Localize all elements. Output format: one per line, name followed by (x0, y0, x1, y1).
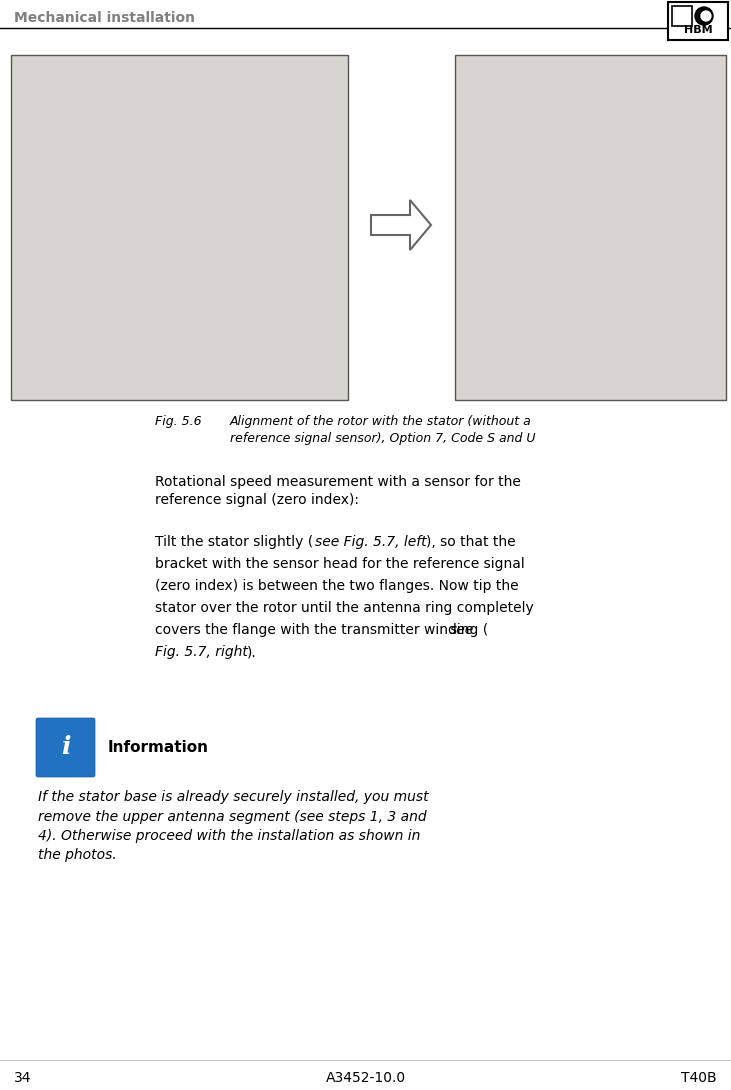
Text: bracket with the sensor head for the reference signal: bracket with the sensor head for the ref… (155, 557, 525, 571)
Polygon shape (371, 199, 431, 250)
Text: i: i (61, 736, 70, 760)
Text: Rotational speed measurement with a sensor for the
reference signal (zero index): Rotational speed measurement with a sens… (155, 475, 521, 508)
Bar (455, 54, 726, 400)
Text: 34: 34 (14, 1071, 31, 1085)
Text: Mechanical installation: Mechanical installation (14, 11, 195, 25)
Text: stator over the rotor until the antenna ring completely: stator over the rotor until the antenna … (155, 601, 534, 615)
Bar (11, 54, 348, 400)
Text: Alignment of the rotor with the stator (without a
reference signal sensor), Opti: Alignment of the rotor with the stator (… (230, 415, 536, 445)
Text: see Fig. 5.7, left: see Fig. 5.7, left (315, 535, 426, 549)
Circle shape (695, 7, 713, 25)
Text: Tilt the stator slightly (: Tilt the stator slightly ( (155, 535, 314, 549)
Circle shape (701, 11, 711, 21)
Text: Information: Information (108, 740, 209, 755)
Text: ), so that the: ), so that the (425, 535, 515, 549)
Bar (672, 7, 692, 26)
Bar (668, 2, 728, 40)
Text: A3452-10.0: A3452-10.0 (325, 1071, 406, 1085)
Text: (zero index) is between the two flanges. Now tip the: (zero index) is between the two flanges.… (155, 579, 518, 593)
Text: T40B: T40B (681, 1071, 717, 1085)
Text: see: see (450, 623, 474, 637)
Text: HBM: HBM (683, 25, 712, 35)
Text: ).: ). (247, 645, 257, 659)
Text: covers the flange with the transmitter winding (: covers the flange with the transmitter w… (155, 623, 488, 637)
Text: If the stator base is already securely installed, you must
remove the upper ante: If the stator base is already securely i… (38, 790, 428, 862)
FancyBboxPatch shape (36, 718, 95, 777)
Text: Fig. 5.7, right: Fig. 5.7, right (155, 645, 248, 659)
Text: Fig. 5.6: Fig. 5.6 (155, 415, 202, 428)
